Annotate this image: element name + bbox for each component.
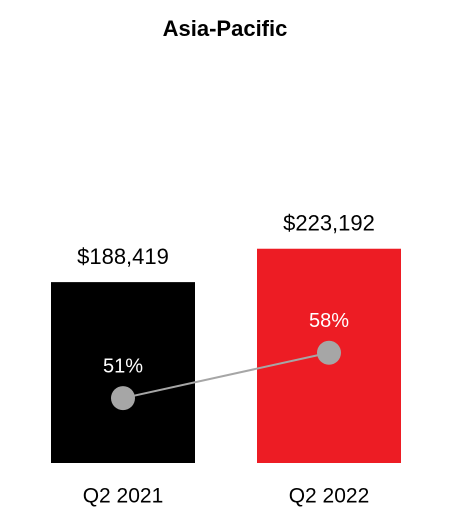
line-value-label: 58% [309, 310, 349, 332]
bar-value-label: $188,419 [77, 244, 169, 269]
x-tick-label: Q2 2022 [289, 485, 370, 508]
x-tick-label: Q2 2021 [83, 485, 164, 508]
bar [51, 282, 195, 463]
chart-title: Asia-Pacific [163, 16, 288, 41]
line-marker [317, 340, 341, 365]
line [122, 351, 330, 400]
line-value-label: 51% [103, 355, 143, 377]
bar-value-label: $223,192 [283, 211, 375, 236]
line-marker [111, 386, 135, 411]
